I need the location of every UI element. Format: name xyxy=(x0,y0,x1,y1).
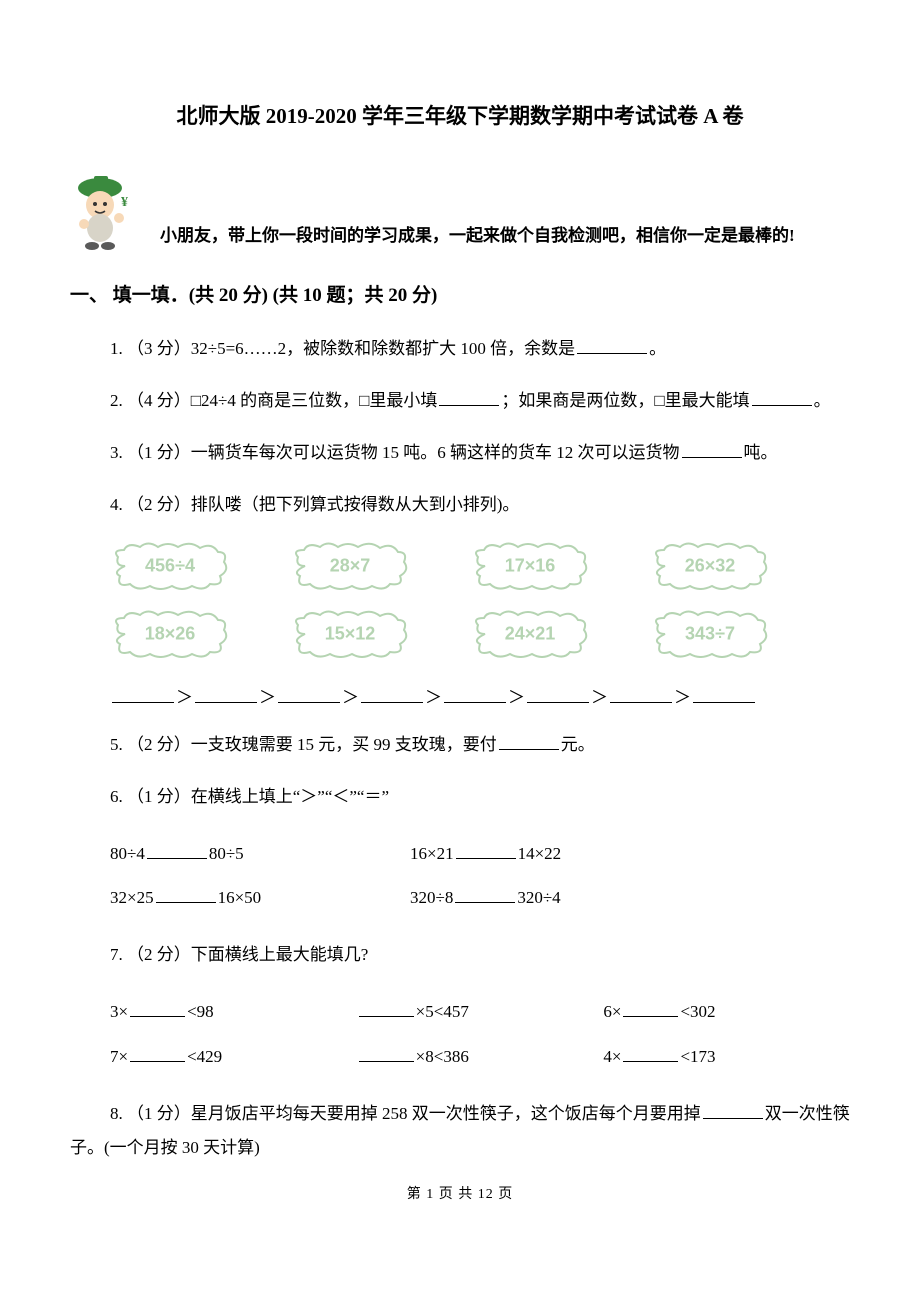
cloud-2: 28×7 xyxy=(290,542,410,590)
q6-r1c2a: 16×21 xyxy=(410,844,454,863)
chain-blank-7[interactable] xyxy=(610,685,672,703)
q7-r1c1a: 3× xyxy=(110,1002,128,1021)
q7-r1c1b: <98 xyxy=(187,1002,214,1021)
q6-blank-2[interactable] xyxy=(456,841,516,859)
chain-blank-6[interactable] xyxy=(527,685,589,703)
question-8: 8. （1 分）星月饭店平均每天要用掉 258 双一次性筷子，这个饭店每个月要用… xyxy=(70,1097,850,1165)
cloud-8-text: 343÷7 xyxy=(685,624,735,645)
cloud-3: 17×16 xyxy=(470,542,590,590)
question-4: 4. （2 分）排队喽（把下列算式按得数从大到小排列)。 xyxy=(110,488,850,522)
cloud-1-text: 456÷4 xyxy=(145,556,195,577)
chain-blank-5[interactable] xyxy=(444,685,506,703)
q2-suffix: 。 xyxy=(814,391,831,410)
q7-grid: 3× <98 ×5<457 6× <302 7× <429 ×8<386 4× <173 xyxy=(110,990,850,1078)
chain-blank-2[interactable] xyxy=(195,685,257,703)
question-2: 2. （4 分）□24÷4 的商是三位数，□里最小填 ；如果商是两位数，□里最大能… xyxy=(110,384,850,418)
q3-blank[interactable] xyxy=(682,440,742,458)
q6-blank-1[interactable] xyxy=(147,841,207,859)
q6-r2c2b: 320÷4 xyxy=(517,888,560,907)
q2-blank-2[interactable] xyxy=(752,388,812,406)
svg-text:¥: ¥ xyxy=(121,195,128,210)
intro-row: ¥ 小朋友，带上你一段时间的学习成果，一起来做个自我检测吧，相信你一定是最棒的! xyxy=(70,170,850,250)
q7-blank-4[interactable] xyxy=(130,1044,185,1062)
chain-blank-1[interactable] xyxy=(112,685,174,703)
q6-blank-3[interactable] xyxy=(156,885,216,903)
q2-blank-1[interactable] xyxy=(439,388,499,406)
page-footer: 第 1 页 共 12 页 xyxy=(70,1183,850,1203)
q5-prefix: 5. （2 分）一支玫瑰需要 15 元，买 99 支玫瑰，要付 xyxy=(110,735,497,754)
q1-blank[interactable] xyxy=(577,336,647,354)
q3-suffix: 吨。 xyxy=(744,443,778,462)
cloud-row-2: 18×26 15×12 24×21 343÷7 xyxy=(110,610,850,658)
q6-r1c1a: 80÷4 xyxy=(110,844,145,863)
q8-mid: 双一次性筷 xyxy=(765,1104,850,1123)
q6-grid: 80÷4 80÷5 16×21 14×22 32×25 16×50 320÷8 320÷… xyxy=(110,832,850,920)
q1-suffix: 。 xyxy=(649,339,666,358)
q2-mid: ；如果商是两位数，□里最大能填 xyxy=(501,391,749,410)
chain-blank-3[interactable] xyxy=(278,685,340,703)
q7-r1c2b: ×5<457 xyxy=(416,1002,469,1021)
cloud-5-text: 18×26 xyxy=(145,624,196,645)
q6-r1c1b: 80÷5 xyxy=(209,844,244,863)
q5-suffix: 元。 xyxy=(561,735,595,754)
exam-title: 北师大版 2019-2020 学年三年级下学期数学期中考试试卷 A 卷 xyxy=(70,100,850,130)
q8-blank[interactable] xyxy=(703,1101,763,1119)
cloud-4-text: 26×32 xyxy=(685,556,736,577)
q6-r2c1b: 16×50 xyxy=(218,888,262,907)
q7-r1c3b: <302 xyxy=(680,1002,715,1021)
cloud-row-1: 456÷4 28×7 17×16 26×32 xyxy=(110,542,850,590)
cloud-2-text: 28×7 xyxy=(330,556,371,577)
q7-blank-2[interactable] xyxy=(359,999,414,1017)
intro-text: 小朋友，带上你一段时间的学习成果，一起来做个自我检测吧，相信你一定是最棒的! xyxy=(160,221,795,250)
section-1-heading: 一、 填一填．(共 20 分) (共 10 题；共 20 分) xyxy=(70,280,850,307)
q7-blank-5[interactable] xyxy=(359,1044,414,1062)
q6-r2c2a: 320÷8 xyxy=(410,888,453,907)
q7-blank-3[interactable] xyxy=(623,999,678,1017)
cloud-5: 18×26 xyxy=(110,610,230,658)
q6-r1c2b: 14×22 xyxy=(518,844,562,863)
q6-blank-4[interactable] xyxy=(455,885,515,903)
q7-r2c3b: <173 xyxy=(680,1047,715,1066)
q7-r1c3a: 6× xyxy=(603,1002,621,1021)
chain-blank-4[interactable] xyxy=(361,685,423,703)
q1-prefix: 1. （3 分）32÷5=6……2，被除数和除数都扩大 100 倍，余数是 xyxy=(110,339,575,358)
cloud-8: 343÷7 xyxy=(650,610,770,658)
q7-blank-1[interactable] xyxy=(130,999,185,1017)
question-6: 6. （1 分）在横线上填上“＞”“＜”“＝” xyxy=(110,780,850,814)
cloud-7: 24×21 xyxy=(470,610,590,658)
cloud-3-text: 17×16 xyxy=(505,556,556,577)
q7-blank-6[interactable] xyxy=(623,1044,678,1062)
chain-blank-8[interactable] xyxy=(693,685,755,703)
q4-chain: ＞＞＞＞＞＞＞ xyxy=(110,683,850,708)
cloud-7-text: 24×21 xyxy=(505,624,556,645)
q7-r2c1b: <429 xyxy=(187,1047,222,1066)
q8-prefix: 8. （1 分）星月饭店平均每天要用掉 258 双一次性筷子，这个饭店每个月要用… xyxy=(110,1104,701,1123)
cloud-6: 15×12 xyxy=(290,610,410,658)
q3-prefix: 3. （1 分）一辆货车每次可以运货物 15 吨。6 辆这样的货车 12 次可以… xyxy=(110,443,680,462)
question-3: 3. （1 分）一辆货车每次可以运货物 15 吨。6 辆这样的货车 12 次可以… xyxy=(110,436,850,470)
q5-blank[interactable] xyxy=(499,732,559,750)
question-7: 7. （2 分）下面横线上最大能填几? xyxy=(110,938,850,972)
q2-prefix: 2. （4 分）□24÷4 的商是三位数，□里最小填 xyxy=(110,391,437,410)
q7-r2c3a: 4× xyxy=(603,1047,621,1066)
question-5: 5. （2 分）一支玫瑰需要 15 元，买 99 支玫瑰，要付 元。 xyxy=(110,728,850,762)
cloud-6-text: 15×12 xyxy=(325,624,376,645)
student-avatar-icon: ¥ xyxy=(70,170,140,250)
question-1: 1. （3 分）32÷5=6……2，被除数和除数都扩大 100 倍，余数是 。 xyxy=(110,332,850,366)
q6-r2c1a: 32×25 xyxy=(110,888,154,907)
q7-r2c1a: 7× xyxy=(110,1047,128,1066)
q8-line2: 子。(一个月按 30 天计算) xyxy=(70,1138,260,1157)
q7-r2c2b: ×8<386 xyxy=(416,1047,469,1066)
cloud-1: 456÷4 xyxy=(110,542,230,590)
cloud-4: 26×32 xyxy=(650,542,770,590)
